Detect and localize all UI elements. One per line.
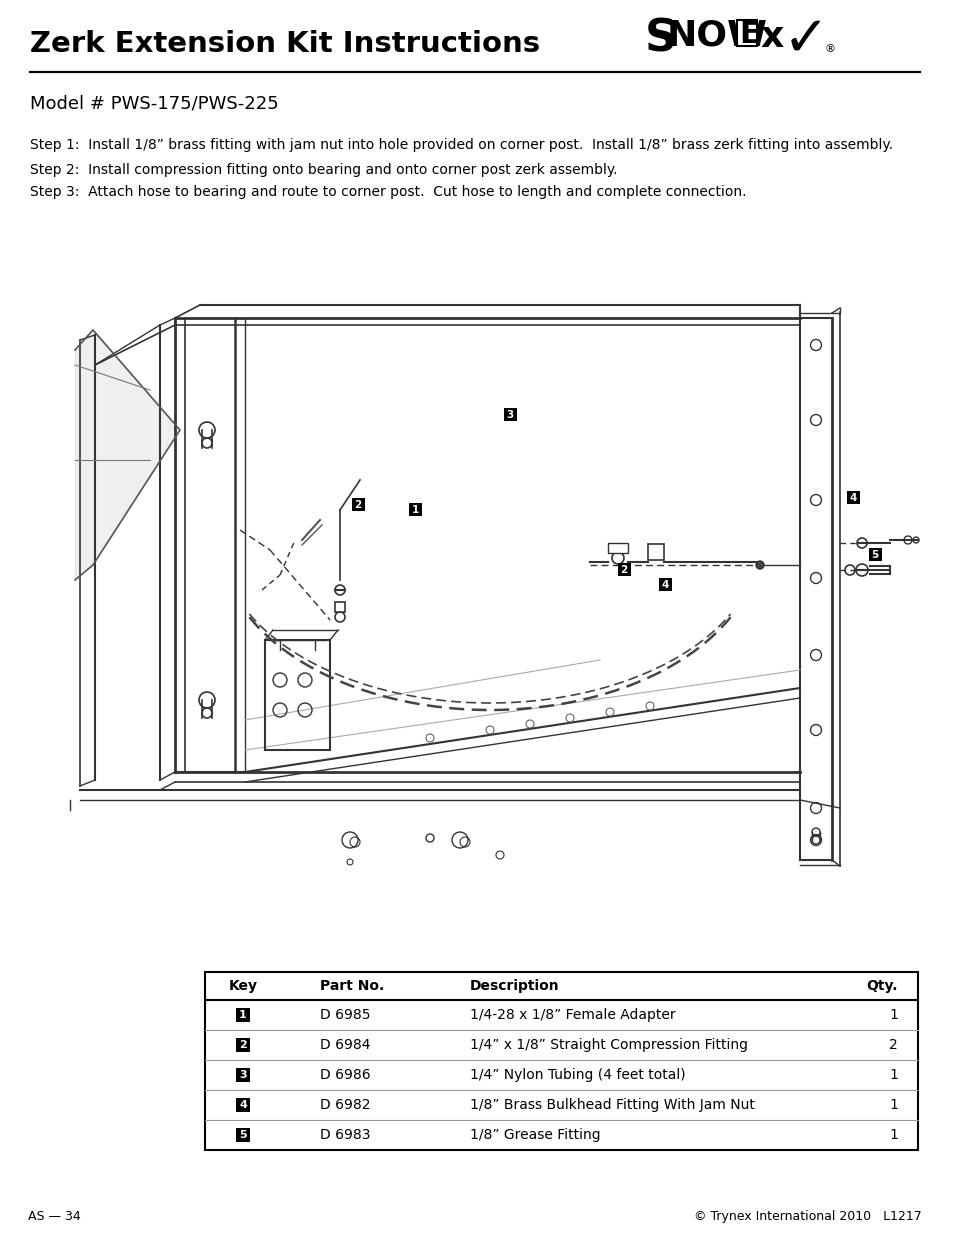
Bar [409,503,421,516]
Text: 4: 4 [660,580,668,590]
Text: Model # PWS-175/PWS-225: Model # PWS-175/PWS-225 [30,95,278,112]
Text: Step 2:  Install compression fitting onto bearing and onto corner post zerk asse: Step 2: Install compression fitting onto… [30,163,617,177]
Text: Step 3:  Attach hose to bearing and route to corner post.  Cut hose to length an: Step 3: Attach hose to bearing and route… [30,185,745,199]
Text: Description: Description [470,979,559,993]
Text: D 6985: D 6985 [319,1008,370,1023]
Text: D 6982: D 6982 [319,1098,370,1112]
Text: © Trynex International 2010   L1217: © Trynex International 2010 L1217 [694,1210,921,1223]
Text: 2: 2 [239,1040,247,1050]
Text: D 6986: D 6986 [319,1068,370,1082]
Text: D 6983: D 6983 [319,1128,370,1142]
Text: 1: 1 [888,1098,897,1112]
Bar [737,20,757,46]
Text: 1: 1 [888,1008,897,1023]
Text: 1/4” x 1/8” Straight Compression Fitting: 1/4” x 1/8” Straight Compression Fitting [470,1037,747,1052]
Text: 1: 1 [888,1128,897,1142]
Text: ®: ® [824,44,835,54]
Polygon shape [75,330,180,580]
Bar [335,601,345,613]
Text: Step 1:  Install 1/8” brass fitting with jam nut into hole provided on corner po: Step 1: Install 1/8” brass fitting with … [30,138,892,152]
Text: NOW: NOW [666,19,767,52]
Bar [846,492,859,504]
Bar [618,563,630,576]
Text: D 6984: D 6984 [319,1037,370,1052]
Bar [235,1037,250,1052]
Text: 2: 2 [888,1037,897,1052]
Text: E: E [739,20,759,49]
Text: 1/8” Grease Fitting: 1/8” Grease Fitting [470,1128,600,1142]
Text: ✓: ✓ [782,14,828,68]
Text: Zerk Extension Kit Instructions: Zerk Extension Kit Instructions [30,30,539,58]
Text: 1/4-28 x 1/8” Female Adapter: 1/4-28 x 1/8” Female Adapter [470,1008,675,1023]
Text: Qty.: Qty. [865,979,897,993]
Bar [235,1098,250,1112]
Text: 4: 4 [239,1100,247,1110]
Text: Key: Key [229,979,257,993]
Bar [503,408,517,421]
Bar [205,972,917,1150]
Text: 5: 5 [239,1130,247,1140]
Bar [235,1008,250,1023]
Text: 1: 1 [239,1010,247,1020]
Text: AS — 34: AS — 34 [28,1210,81,1223]
Text: 3: 3 [506,410,513,420]
Bar [235,1068,250,1082]
Text: 5: 5 [870,550,878,559]
Text: 3: 3 [239,1070,247,1079]
Bar [235,1128,250,1142]
Bar [659,578,671,592]
Circle shape [755,561,763,569]
Text: 1/8” Brass Bulkhead Fitting With Jam Nut: 1/8” Brass Bulkhead Fitting With Jam Nut [470,1098,754,1112]
Text: 1/4” Nylon Tubing (4 feet total): 1/4” Nylon Tubing (4 feet total) [470,1068,685,1082]
Text: Part No.: Part No. [319,979,384,993]
Text: 4: 4 [848,493,856,503]
Bar [352,498,365,511]
Text: 1: 1 [411,505,418,515]
Bar [647,543,663,559]
Bar [607,543,627,553]
Text: 2: 2 [619,564,627,576]
Text: 2: 2 [354,500,361,510]
Text: x: x [760,20,782,54]
Text: 1: 1 [888,1068,897,1082]
Bar [868,548,882,561]
Text: S: S [644,19,677,61]
